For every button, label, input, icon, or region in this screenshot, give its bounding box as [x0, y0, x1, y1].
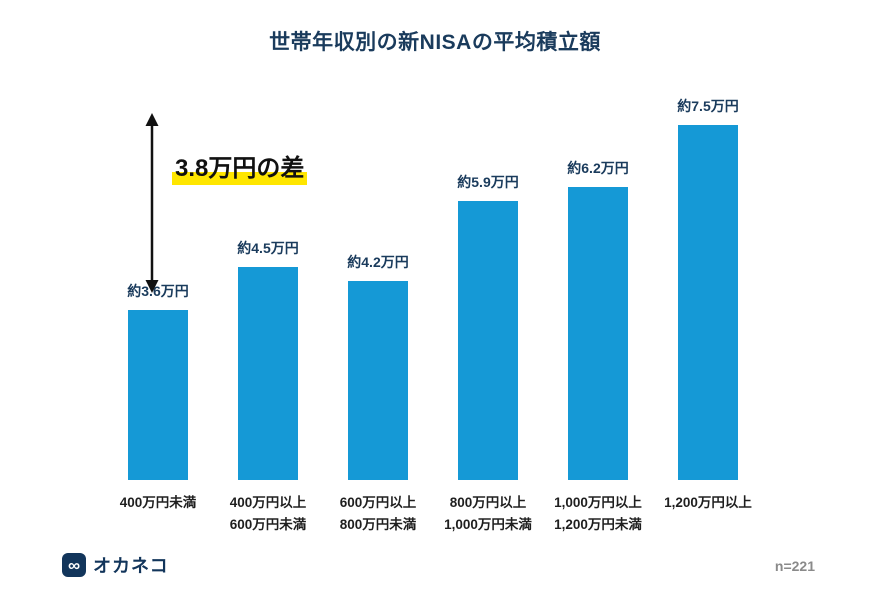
category-label: 400万円以上 600万円未満: [229, 495, 307, 532]
category-label: 1,200万円以上: [664, 495, 752, 510]
category-label: 800万円以上 1,000万円未満: [444, 495, 532, 532]
bar-group: 約3.6万円: [103, 281, 213, 480]
x-axis-category-labels: 400万円未満 400万円以上 600万円未満 600万円以上 800万円未満 …: [103, 492, 763, 535]
bar-group: 約5.9万円: [433, 172, 543, 480]
bar-value-label: 約3.6万円: [127, 283, 189, 299]
bar: [568, 187, 628, 480]
category-label: 600万円以上 800万円未満: [339, 495, 417, 532]
chart-title: 世帯年収別の新NISAの平均積立額: [269, 31, 601, 54]
bar-group: 約6.2万円: [543, 158, 653, 480]
category-label: 400万円未満: [119, 495, 197, 510]
gap-annotation-text: 3.8万円の差: [172, 155, 308, 185]
bar: [238, 267, 298, 480]
bar-chart-plot-area: 約3.6万円 約4.5万円 約4.2万円 約5.9万円 約6.2万円 約7.5万…: [103, 90, 763, 480]
bar: [128, 310, 188, 480]
bar-value-label: 約6.2万円: [567, 160, 629, 176]
bar-value-label: 約5.9万円: [457, 174, 519, 190]
bar-value-label: 約4.2万円: [347, 254, 409, 270]
gap-annotation: 3.8万円の差: [172, 148, 308, 185]
bar-value-label: 約7.5万円: [677, 98, 739, 114]
bar-value-label: 約4.5万円: [237, 240, 299, 256]
bar-group: 約4.5万円: [213, 238, 323, 480]
category-label: 1,000万円以上 1,200万円未満: [554, 495, 642, 532]
bar-group: 約7.5万円: [653, 96, 763, 480]
bar: [348, 281, 408, 480]
sample-size-label: n=221: [774, 558, 815, 574]
double-headed-arrow-icon: [141, 113, 163, 298]
infinity-logo-icon: ∞: [62, 553, 86, 577]
brand-logo: ∞ オカネコ: [62, 552, 169, 578]
bar: [678, 125, 738, 480]
brand-logo-text: オカネコ: [93, 556, 169, 576]
bar: [458, 201, 518, 480]
bar-group: 約4.2万円: [323, 252, 433, 480]
